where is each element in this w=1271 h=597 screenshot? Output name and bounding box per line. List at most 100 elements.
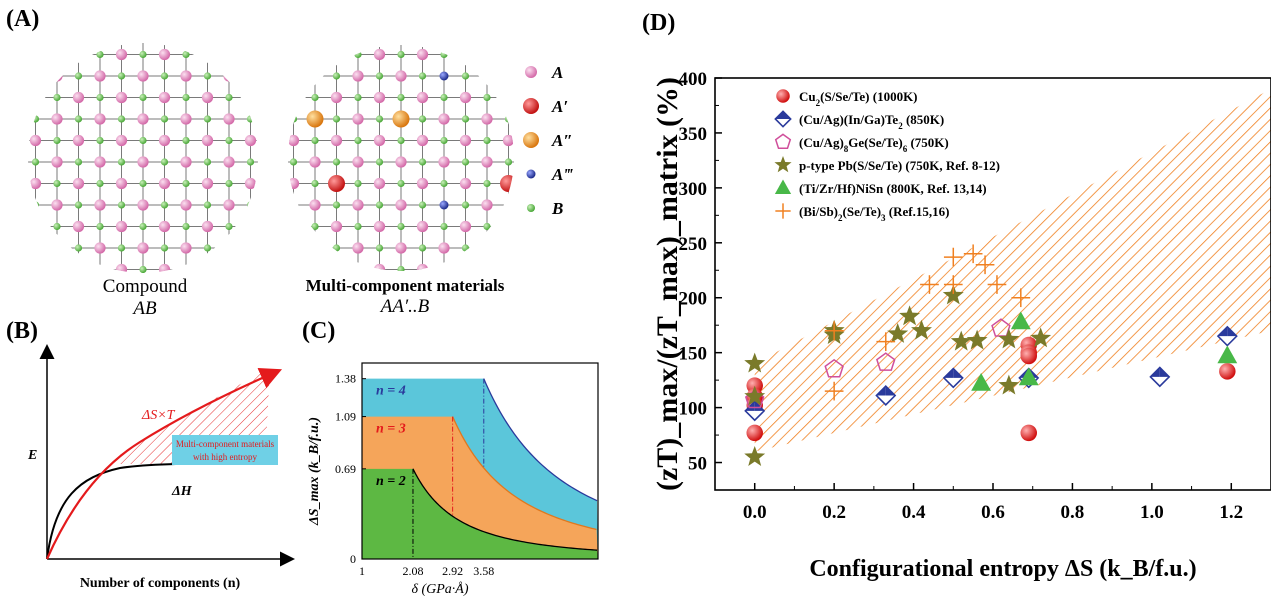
y-tick-label: 1.38 <box>335 372 356 386</box>
atom-b <box>332 158 341 166</box>
atom-b <box>354 179 362 188</box>
atom-b <box>160 244 169 252</box>
atom-b <box>397 222 405 231</box>
atom-b <box>354 8 361 15</box>
atom-a <box>159 6 170 17</box>
y-tick-label: 350 <box>679 124 708 145</box>
atom-b <box>10 266 17 273</box>
atom-a <box>395 242 407 254</box>
atom-a <box>115 263 128 273</box>
atom-b <box>311 8 318 15</box>
x-tick-label: 1.2 <box>1219 502 1243 523</box>
data-point-series-5 <box>971 372 992 391</box>
atom-a <box>72 177 85 190</box>
data-point-series-4 <box>1030 327 1052 348</box>
atom-a <box>201 220 214 233</box>
atom-b <box>31 115 40 123</box>
atom-b <box>376 29 383 36</box>
atom-b <box>53 136 61 145</box>
atom-b <box>246 72 255 80</box>
atom-b <box>289 201 298 209</box>
atom-b <box>440 136 448 145</box>
atom-b <box>375 115 384 123</box>
atom-a <box>266 70 277 81</box>
atom-b <box>461 115 470 123</box>
atom-b <box>203 201 212 209</box>
atom-b <box>354 136 362 145</box>
atom-b <box>397 93 405 102</box>
atom-a <box>438 242 450 254</box>
atom-b <box>96 50 104 59</box>
atom-b <box>332 72 341 80</box>
atom-b <box>354 93 362 102</box>
atom-b <box>526 266 533 273</box>
atom-b <box>96 265 104 273</box>
atom-b <box>397 8 404 15</box>
x-tick-label: 1.0 <box>1140 502 1164 523</box>
atom-b <box>203 244 212 252</box>
atom-b <box>548 115 555 122</box>
atom-b <box>526 309 533 316</box>
atom-b <box>247 287 254 294</box>
atom-a <box>266 199 277 210</box>
atom-b <box>268 309 275 316</box>
atom-b <box>461 244 470 252</box>
compound-lattice <box>8 6 297 316</box>
y-tick-label: 250 <box>679 234 708 255</box>
atom-a <box>352 70 364 82</box>
atom-b <box>268 8 275 15</box>
atom-b <box>225 265 233 273</box>
atom-b <box>290 72 297 79</box>
atom-a <box>459 220 472 233</box>
y-tick-label: 1.09 <box>335 410 356 424</box>
atom-b <box>225 136 233 145</box>
atom-b <box>483 50 491 59</box>
atom-a <box>115 220 128 233</box>
atom-b <box>289 158 298 166</box>
atom-b <box>354 50 362 59</box>
atom-a <box>416 134 429 147</box>
atom-a <box>137 156 149 168</box>
atom-a <box>244 134 257 147</box>
data-point-series-3 <box>744 389 765 409</box>
atom-a <box>546 264 557 275</box>
atom-a <box>51 199 63 211</box>
atom-b <box>117 201 126 209</box>
atom-b <box>548 244 555 251</box>
atom-b <box>418 158 427 166</box>
atom-a <box>546 307 557 318</box>
atom-a <box>116 6 127 17</box>
region-boundary <box>412 468 598 551</box>
atom-a <box>158 134 171 147</box>
atom-a <box>29 177 42 190</box>
atom-b <box>332 115 341 123</box>
legend-label-series-1: Cu2(S/Se/Te) (1000K) <box>799 89 918 108</box>
atom-a <box>8 70 19 81</box>
atom-b <box>10 51 17 58</box>
atom-a <box>201 91 214 104</box>
atom-a <box>395 70 407 82</box>
legend-marker-series-2-fill <box>783 111 791 119</box>
atom-b <box>96 93 104 102</box>
atom-a <box>416 220 429 233</box>
atom-b <box>182 179 190 188</box>
multicomponent-lattice <box>247 8 557 318</box>
data-point-series-4 <box>744 352 766 373</box>
atom-a <box>29 48 42 61</box>
atom-b <box>225 222 233 231</box>
data-point-series-1 <box>1020 424 1037 442</box>
atom-a <box>180 156 192 168</box>
atom-a <box>438 27 449 38</box>
data-point-series-2-fill <box>1159 367 1170 377</box>
atom-a <box>244 263 257 273</box>
atom-a <box>352 199 364 211</box>
atom-a <box>524 285 535 296</box>
atom-a <box>115 91 128 104</box>
atom-b <box>247 244 254 251</box>
atom-a <box>309 70 321 82</box>
data-point-series-1 <box>746 424 763 442</box>
atom-b <box>289 244 298 252</box>
atom-a-double-prime <box>392 110 410 128</box>
atom-b <box>332 201 341 209</box>
atom-a <box>51 70 63 82</box>
